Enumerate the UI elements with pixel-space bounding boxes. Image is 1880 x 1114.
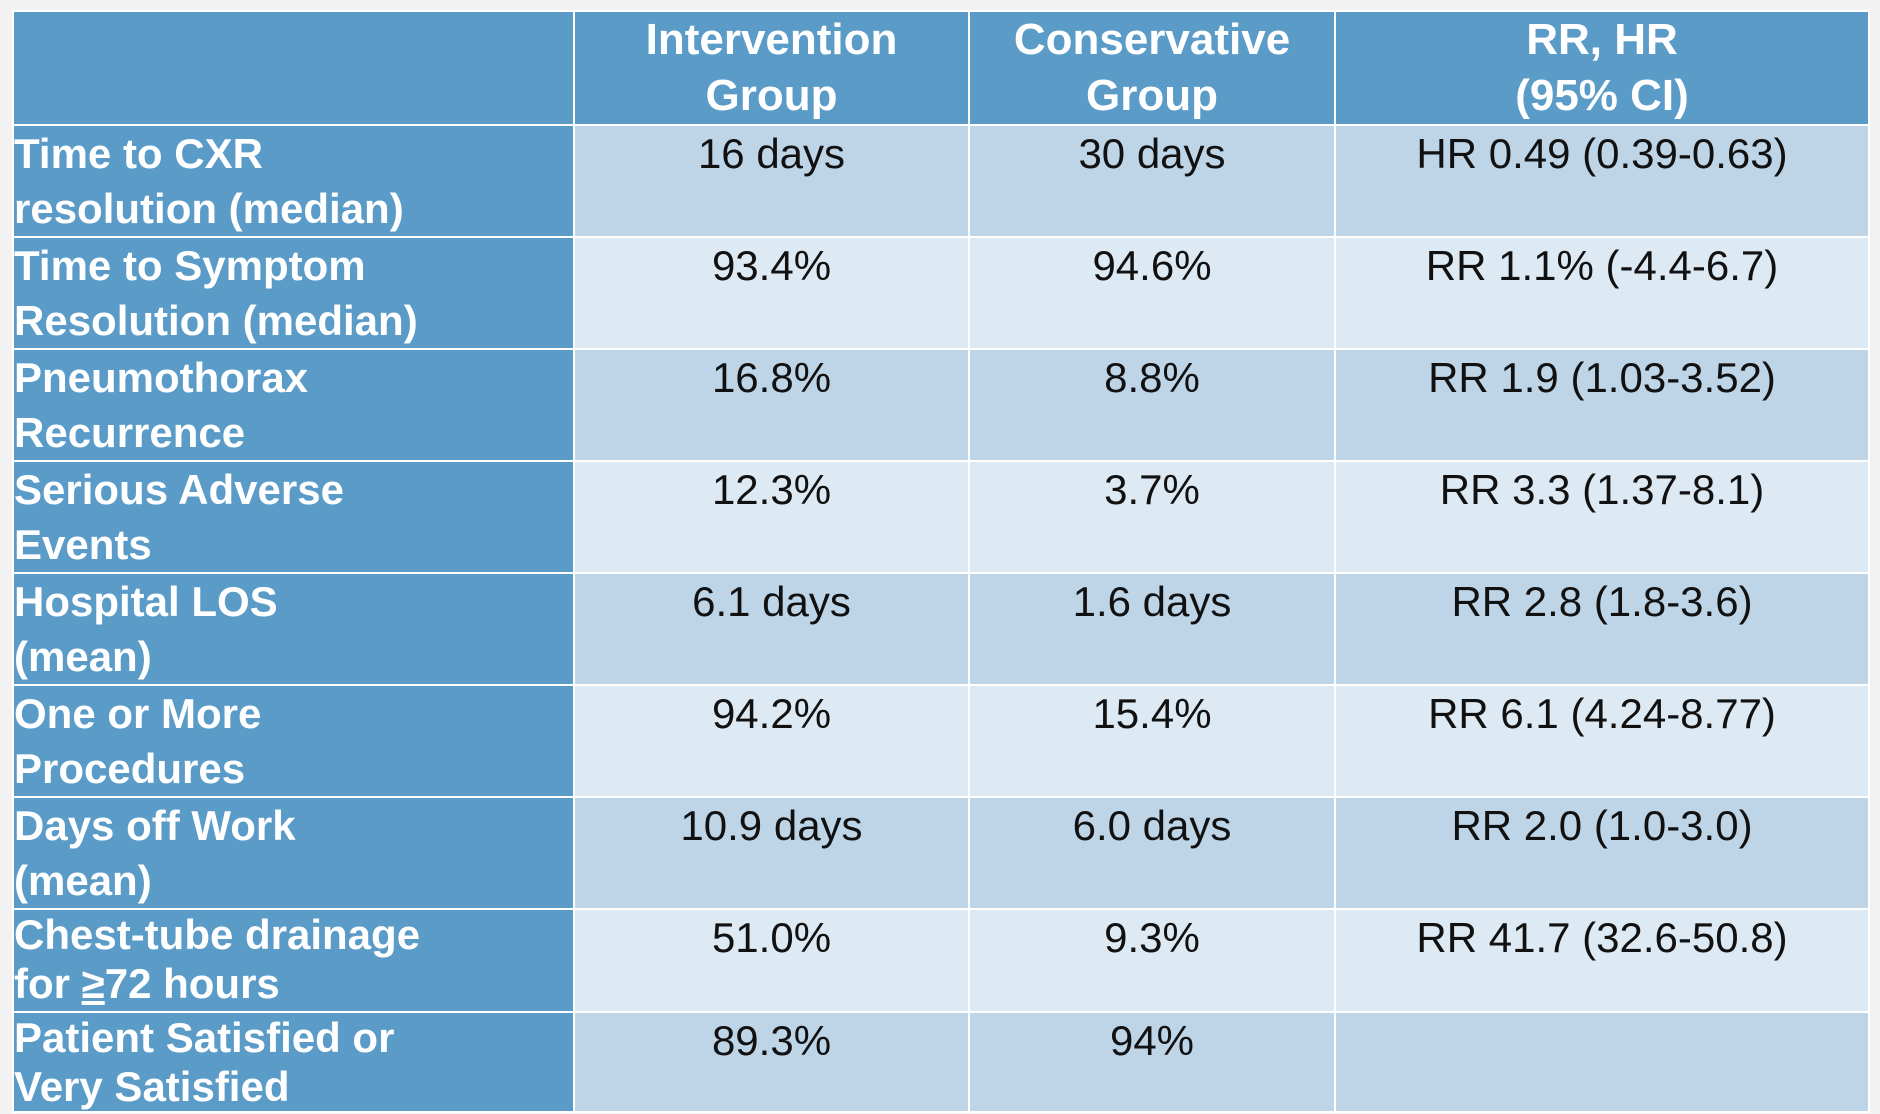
results-table: Intervention Group Conservative Group RR… (12, 10, 1870, 1113)
row-label: Time to CXR resolution (median) (12, 124, 575, 238)
row-label: Days off Work (mean) (12, 796, 575, 910)
ratio-value: RR 3.3 (1.37-8.1) (1334, 460, 1870, 574)
conservative-value: 6.0 days (968, 796, 1336, 910)
row-label-line-1: Days off Work (14, 802, 296, 849)
intervention-value: 12.3% (573, 460, 970, 574)
row-label-line-2: resolution (median) (14, 185, 404, 232)
row-label-line-2: Events (14, 521, 152, 568)
row-label-line-1: One or More (14, 690, 262, 737)
table-row: Days off Work (mean) 10.9 days 6.0 days … (12, 796, 1870, 910)
conservative-value: 3.7% (968, 460, 1336, 574)
row-label: Hospital LOS (mean) (12, 572, 575, 686)
intervention-value: 16.8% (573, 348, 970, 462)
ratio-value: RR 1.9 (1.03-3.52) (1334, 348, 1870, 462)
conservative-value: 15.4% (968, 684, 1336, 798)
ratio-value: RR 41.7 (32.6-50.8) (1334, 908, 1870, 1013)
intervention-value: 10.9 days (573, 796, 970, 910)
intervention-value: 6.1 days (573, 572, 970, 686)
row-label-line-1: Chest-tube drainage (14, 911, 421, 958)
table-row: Pneumothorax Recurrence 16.8% 8.8% RR 1.… (12, 348, 1870, 462)
table-row: Chest-tube drainage for ≥72 hours 51.0% … (12, 908, 1870, 1013)
conservative-value: 8.8% (968, 348, 1336, 462)
row-label-line-1: Time to CXR (14, 130, 263, 177)
header-conservative-line-1: Conservative (1013, 15, 1291, 64)
header-intervention-line-1: Intervention (645, 15, 898, 64)
table-row: Patient Satisfied or Very Satisfied 89.3… (12, 1011, 1870, 1113)
intervention-value: 93.4% (573, 236, 970, 350)
conservative-value: 94.6% (968, 236, 1336, 350)
row-label: Serious Adverse Events (12, 460, 575, 574)
ratio-value: RR 2.0 (1.0-3.0) (1334, 796, 1870, 910)
conservative-value: 9.3% (968, 908, 1336, 1013)
row-label: Pneumothorax Recurrence (12, 348, 575, 462)
header-intervention-line-2: Group (705, 71, 838, 120)
greater-equal-symbol: ≥ (81, 960, 105, 1007)
row-label-line-1: Hospital LOS (14, 578, 278, 625)
header-ratio-line-1: RR, HR (1526, 15, 1678, 64)
row-label-line-2: (mean) (14, 633, 152, 680)
conservative-value: 30 days (968, 124, 1336, 238)
ratio-value: RR 6.1 (4.24-8.77) (1334, 684, 1870, 798)
row-label-line-1: Patient Satisfied or (14, 1014, 395, 1061)
header-cell-intervention: Intervention Group (573, 10, 970, 126)
header-cell-conservative: Conservative Group (968, 10, 1336, 126)
row-label-line-2: Recurrence (14, 409, 246, 456)
row-label-line-1: Serious Adverse (14, 466, 344, 513)
row-label-line-2: (mean) (14, 857, 152, 904)
row-label-line-1: Pneumothorax (14, 354, 309, 401)
results-table-frame: Intervention Group Conservative Group RR… (12, 10, 1870, 1113)
row-label: Chest-tube drainage for ≥72 hours (12, 908, 575, 1013)
row-label-line-2: Very Satisfied (14, 1063, 290, 1110)
table-row: Serious Adverse Events 12.3% 3.7% RR 3.3… (12, 460, 1870, 574)
header-cell-ratio: RR, HR (95% CI) (1334, 10, 1870, 126)
ratio-value: RR 1.1% (-4.4-6.7) (1334, 236, 1870, 350)
table-row: One or More Procedures 94.2% 15.4% RR 6.… (12, 684, 1870, 798)
header-ratio-line-2: (95% CI) (1515, 71, 1689, 120)
intervention-value: 89.3% (573, 1011, 970, 1113)
row-label: Time to Symptom Resolution (median) (12, 236, 575, 350)
header-cell-blank (12, 10, 575, 126)
row-label-line-2-suffix: 72 hours (104, 960, 280, 1007)
ratio-value: HR 0.49 (0.39-0.63) (1334, 124, 1870, 238)
header-row: Intervention Group Conservative Group RR… (12, 10, 1870, 126)
row-label-line-2-prefix: for (14, 960, 82, 1007)
intervention-value: 94.2% (573, 684, 970, 798)
conservative-value: 1.6 days (968, 572, 1336, 686)
row-label: Patient Satisfied or Very Satisfied (12, 1011, 575, 1113)
header-conservative-line-2: Group (1086, 71, 1218, 120)
ratio-value (1334, 1011, 1870, 1113)
conservative-value: 94% (968, 1011, 1336, 1113)
row-label-line-1: Time to Symptom (14, 242, 366, 289)
intervention-value: 51.0% (573, 908, 970, 1013)
table-row: Hospital LOS (mean) 6.1 days 1.6 days RR… (12, 572, 1870, 686)
intervention-value: 16 days (573, 124, 970, 238)
row-label: One or More Procedures (12, 684, 575, 798)
row-label-line-2: Resolution (median) (14, 297, 418, 344)
table-row: Time to CXR resolution (median) 16 days … (12, 124, 1870, 238)
ratio-value: RR 2.8 (1.8-3.6) (1334, 572, 1870, 686)
table-row: Time to Symptom Resolution (median) 93.4… (12, 236, 1870, 350)
row-label-line-2: Procedures (14, 745, 246, 792)
